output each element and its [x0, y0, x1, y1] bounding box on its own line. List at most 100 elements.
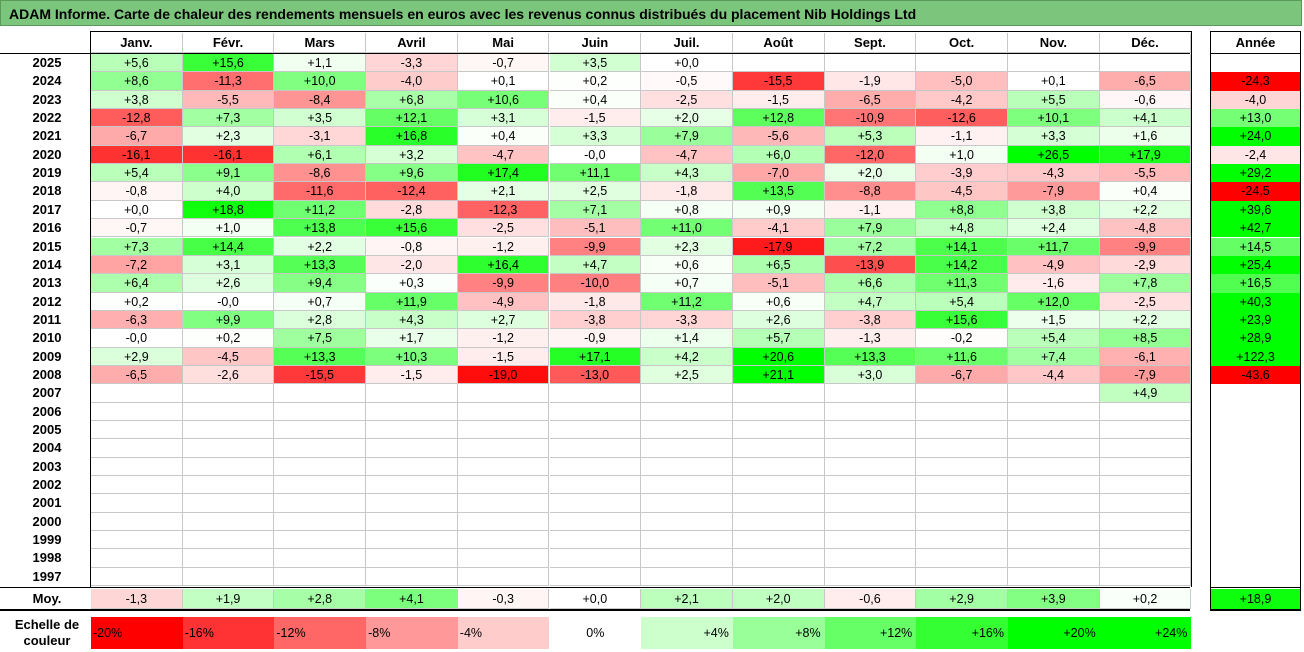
- heatmap-cell: +15,6: [366, 219, 458, 238]
- heatmap-cell: -1,5: [366, 365, 458, 385]
- heatmap-cell: [182, 402, 275, 421]
- heatmap-cell: [91, 457, 183, 477]
- color-scale-swatch: -16%: [182, 617, 275, 649]
- heatmap-cell: +0,4: [457, 127, 550, 146]
- annual-cell: +28,9: [1211, 329, 1300, 348]
- heatmap-cell: [1008, 457, 1100, 477]
- heatmap-cell: [824, 457, 917, 477]
- heatmap-cell: +26,5: [1008, 145, 1100, 165]
- heatmap-cell: [274, 494, 367, 513]
- average-cell: +3,9: [1008, 589, 1100, 609]
- heatmap-cell: +13,3: [274, 347, 367, 366]
- heatmap-cell: +9,4: [274, 274, 367, 293]
- heatmap-cell: [641, 421, 733, 440]
- year-label: 2012: [32, 293, 62, 309]
- heatmap-cell: [1099, 439, 1192, 458]
- annual-cell: -24,3: [1211, 72, 1300, 91]
- heatmap-cell: -0,8: [366, 237, 458, 256]
- average-cell: +2,1: [641, 589, 733, 609]
- heatmap-cell: -8,8: [824, 182, 917, 201]
- heatmap-cell: -15,5: [274, 365, 367, 385]
- heatmap-cell: [916, 567, 1008, 587]
- heatmap-cell: [91, 494, 183, 513]
- heatmap-cell: +3,3: [549, 127, 642, 146]
- year-label: 2004: [32, 440, 62, 456]
- color-scale-swatch: -8%: [366, 617, 458, 649]
- year-label: 2009: [32, 348, 62, 364]
- year-label: 2007: [32, 385, 62, 401]
- heatmap-cell: -1,2: [457, 237, 550, 256]
- heatmap-cell: [549, 384, 642, 403]
- year-label: 2017: [32, 201, 62, 217]
- year-label: 2001: [32, 495, 62, 511]
- heatmap-cell: [824, 512, 917, 532]
- heatmap-cell: +9,9: [182, 310, 275, 330]
- year-label: 2022: [32, 110, 62, 126]
- heatmap-cell: -4,7: [641, 145, 733, 165]
- heatmap-cell: +4,1: [1099, 109, 1192, 128]
- heatmap-cell: -5,5: [1099, 164, 1192, 183]
- heatmap-cell: -5,1: [732, 274, 825, 293]
- heatmap-cell: -6,1: [1099, 347, 1192, 366]
- heatmap-cell: +1,0: [182, 219, 275, 238]
- heatmap-cell: -3,3: [641, 310, 733, 330]
- heatmap-cell: [641, 439, 733, 458]
- heatmap-cell: [182, 384, 275, 403]
- heatmap-cell: -5,5: [182, 90, 275, 110]
- heatmap-cell: +6,8: [366, 90, 458, 110]
- heatmap-cell: +0,2: [549, 72, 642, 91]
- heatmap-cell: -9,9: [457, 274, 550, 293]
- heatmap-cell: [366, 457, 458, 477]
- heatmap-cell: [1008, 402, 1100, 421]
- heatmap-cell: +15,6: [182, 54, 275, 73]
- heatmap-cell: +6,4: [91, 274, 183, 293]
- heatmap-cell: -6,5: [1099, 72, 1192, 91]
- heatmap-cell: [1099, 531, 1192, 550]
- color-scale-swatch: -4%: [457, 617, 550, 649]
- heatmap-cell: [457, 567, 550, 587]
- heatmap-cell: +7,2: [824, 237, 917, 256]
- heatmap-cell: +11,6: [916, 347, 1008, 366]
- heatmap-cell: +3,3: [1008, 127, 1100, 146]
- heatmap-cell: +3,2: [366, 145, 458, 165]
- heatmap-cell: [182, 531, 275, 550]
- heatmap-cell: [824, 476, 917, 495]
- heatmap-cell: -2,5: [1099, 292, 1192, 311]
- heatmap-cell: +0,8: [641, 200, 733, 220]
- heatmap-cell: +2,3: [182, 127, 275, 146]
- heatmap-cell: +17,1: [549, 347, 642, 366]
- heatmap-cell: [366, 384, 458, 403]
- heatmap-cell: -4,5: [916, 182, 1008, 201]
- heatmap-cell: +4,7: [824, 292, 917, 311]
- heatmap-cell: +0,0: [641, 54, 733, 73]
- heatmap-cell: +14,2: [916, 255, 1008, 275]
- heatmap-cell: +11,2: [274, 200, 367, 220]
- heatmap-cell: +3,5: [274, 109, 367, 128]
- heatmap-cell: +17,4: [457, 164, 550, 183]
- heatmap-cell: +2,3: [641, 237, 733, 256]
- heatmap-cell: -1,1: [824, 200, 917, 220]
- color-scale-label-line2: couleur: [23, 633, 71, 648]
- heatmap-cell: -2,5: [457, 219, 550, 238]
- heatmap-cell: -7,9: [1008, 182, 1100, 201]
- heatmap-cell: [641, 402, 733, 421]
- heatmap-cell: -0,0: [549, 145, 642, 165]
- heatmap-cell: [274, 402, 367, 421]
- year-label: 2011: [32, 311, 62, 327]
- heatmap-cell: +11,1: [549, 164, 642, 183]
- heatmap-cell: +4,2: [641, 347, 733, 366]
- heatmap-cell: +5,4: [916, 292, 1008, 311]
- heatmap-cell: [641, 457, 733, 477]
- heatmap-cell: [732, 54, 825, 73]
- heatmap-cell: +5,4: [1008, 329, 1100, 348]
- heatmap-cell: -10,9: [824, 109, 917, 128]
- heatmap-cell: [824, 531, 917, 550]
- heatmap-cell: [916, 549, 1008, 568]
- heatmap-cell: [549, 512, 642, 532]
- heatmap-cell: -3,1: [274, 127, 367, 146]
- average-cell: +2,8: [274, 589, 367, 609]
- heatmap-cell: [91, 421, 183, 440]
- heatmap-cell: -12,3: [457, 200, 550, 220]
- heatmap-cell: [457, 476, 550, 495]
- heatmap-cell: [1008, 494, 1100, 513]
